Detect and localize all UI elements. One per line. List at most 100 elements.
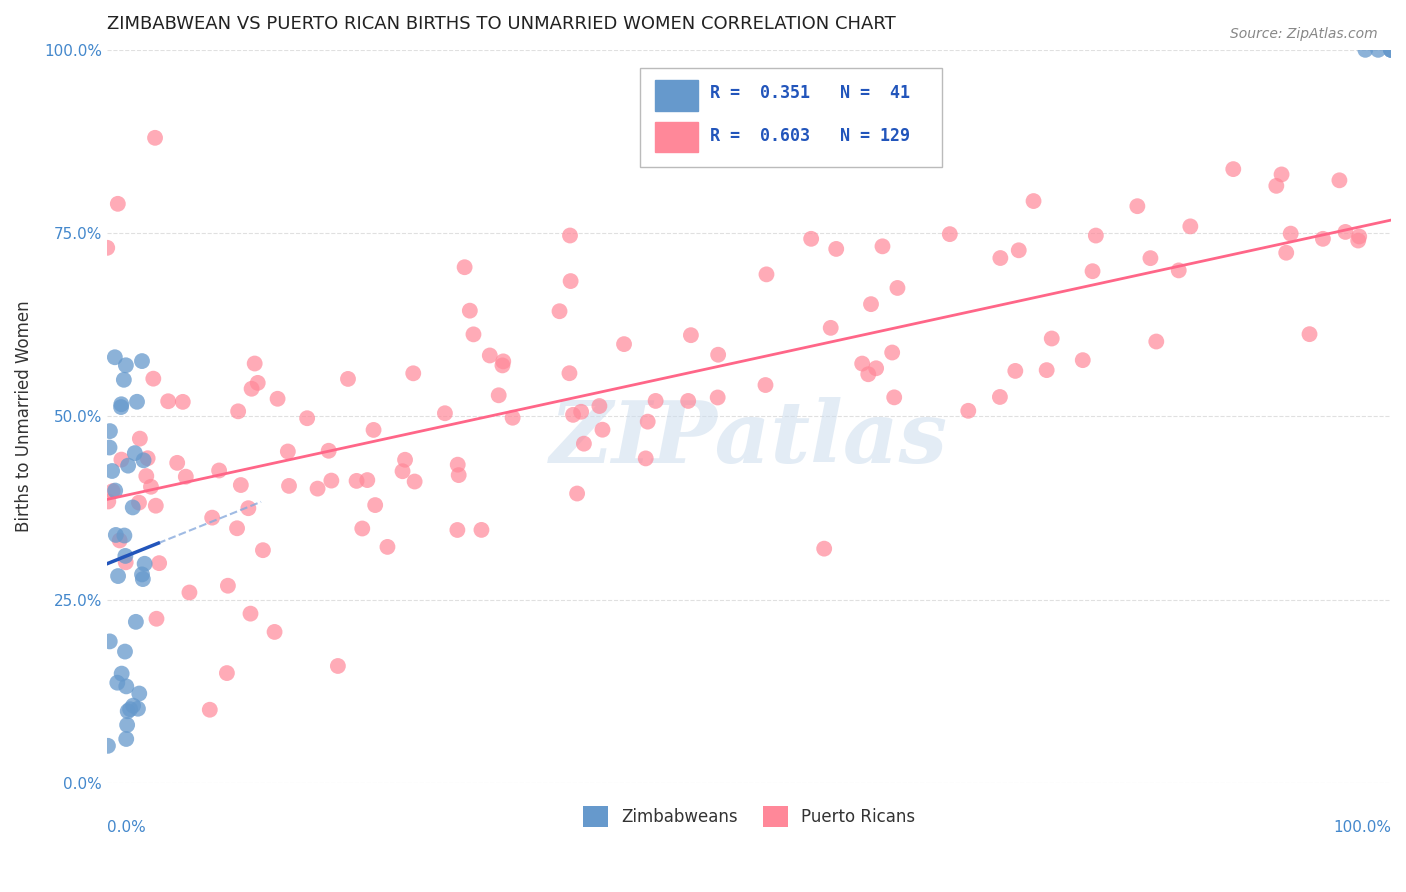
Point: [124, 446, 146, 460]
Point: [1348, 229, 1371, 244]
Point: [179, 585, 201, 599]
Point: [1367, 43, 1389, 57]
Point: [1354, 43, 1376, 57]
Point: [115, 731, 138, 746]
Point: [240, 382, 263, 396]
Point: [243, 357, 266, 371]
Bar: [655, 121, 697, 153]
Point: [1334, 225, 1357, 239]
Point: [1126, 199, 1149, 213]
Point: [859, 297, 882, 311]
Point: [707, 348, 730, 362]
Point: [1040, 331, 1063, 345]
Point: [132, 572, 155, 586]
Point: [886, 281, 908, 295]
Point: [174, 469, 197, 483]
Point: [97, 494, 120, 508]
Point: [229, 478, 252, 492]
Point: [98, 424, 121, 438]
Point: [882, 345, 904, 359]
Text: 100.0%: 100.0%: [1333, 820, 1391, 835]
Point: [132, 453, 155, 467]
Text: ZIMBABWEAN VS PUERTO RICAN BIRTHS TO UNMARRIED WOMEN CORRELATION CHART: ZIMBABWEAN VS PUERTO RICAN BIRTHS TO UNM…: [107, 15, 896, 33]
Point: [121, 500, 143, 515]
Point: [104, 528, 127, 542]
Point: [813, 541, 835, 556]
Point: [478, 349, 501, 363]
Point: [131, 354, 153, 368]
Point: [1081, 264, 1104, 278]
Point: [488, 388, 510, 402]
Point: [562, 408, 585, 422]
Point: [201, 510, 224, 524]
Point: [239, 607, 262, 621]
Point: [131, 567, 153, 582]
Point: [307, 482, 329, 496]
Point: [558, 366, 581, 380]
Point: [226, 404, 249, 418]
Point: [1139, 251, 1161, 265]
Point: [112, 528, 135, 542]
Point: [104, 351, 127, 365]
Point: [277, 444, 299, 458]
Point: [139, 480, 162, 494]
Point: [98, 634, 121, 648]
Point: [208, 463, 231, 477]
Point: [110, 397, 132, 411]
Point: [404, 475, 426, 489]
Point: [346, 474, 368, 488]
Point: [143, 131, 166, 145]
Point: [447, 468, 470, 483]
Point: [107, 569, 129, 583]
Point: [800, 232, 823, 246]
Point: [458, 303, 481, 318]
Point: [1329, 173, 1351, 187]
Point: [402, 367, 425, 381]
Point: [572, 436, 595, 450]
Point: [1279, 227, 1302, 241]
Point: [166, 456, 188, 470]
Point: [114, 549, 136, 563]
Point: [135, 469, 157, 483]
Point: [105, 675, 128, 690]
Point: [453, 260, 475, 275]
Point: [1379, 43, 1402, 57]
Point: [1347, 234, 1369, 248]
Point: [1004, 364, 1026, 378]
Point: [278, 479, 301, 493]
Point: [592, 423, 614, 437]
Point: [97, 739, 120, 753]
Point: [96, 241, 118, 255]
Point: [321, 474, 343, 488]
Point: [447, 458, 470, 472]
Point: [115, 718, 138, 732]
FancyBboxPatch shape: [640, 68, 942, 167]
Text: Source: ZipAtlas.com: Source: ZipAtlas.com: [1230, 27, 1378, 41]
Point: [957, 404, 980, 418]
Point: [157, 394, 180, 409]
Point: [613, 337, 636, 351]
Point: [110, 400, 132, 414]
Point: [644, 393, 666, 408]
Point: [136, 451, 159, 466]
Point: [148, 556, 170, 570]
Point: [569, 405, 592, 419]
Point: [125, 394, 148, 409]
Point: [588, 399, 610, 413]
Point: [502, 410, 524, 425]
Point: [117, 458, 139, 473]
Point: [352, 521, 374, 535]
Point: [825, 242, 848, 256]
Point: [101, 464, 124, 478]
Point: [145, 612, 167, 626]
Point: [117, 704, 139, 718]
Point: [377, 540, 399, 554]
Point: [115, 679, 138, 693]
Point: [865, 361, 887, 376]
Point: [939, 227, 962, 241]
Point: [1071, 353, 1094, 368]
Point: [470, 523, 492, 537]
Point: [145, 499, 167, 513]
Point: [463, 327, 485, 342]
Point: [337, 372, 360, 386]
